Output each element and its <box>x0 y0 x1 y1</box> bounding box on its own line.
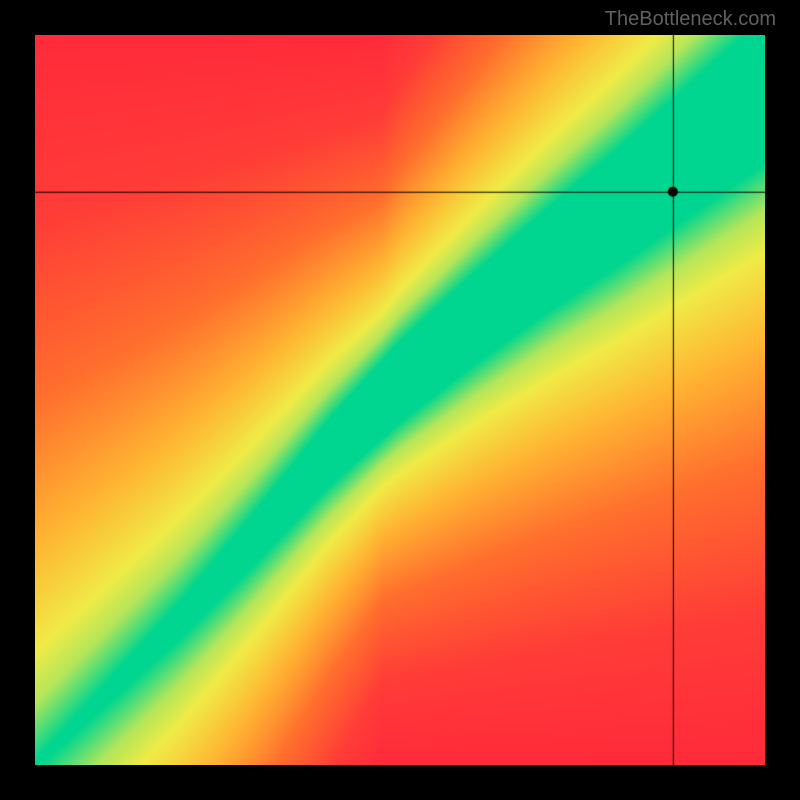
watermark-text: TheBottleneck.com <box>605 8 776 31</box>
heatmap-plot <box>35 35 765 765</box>
heatmap-canvas <box>35 35 765 765</box>
